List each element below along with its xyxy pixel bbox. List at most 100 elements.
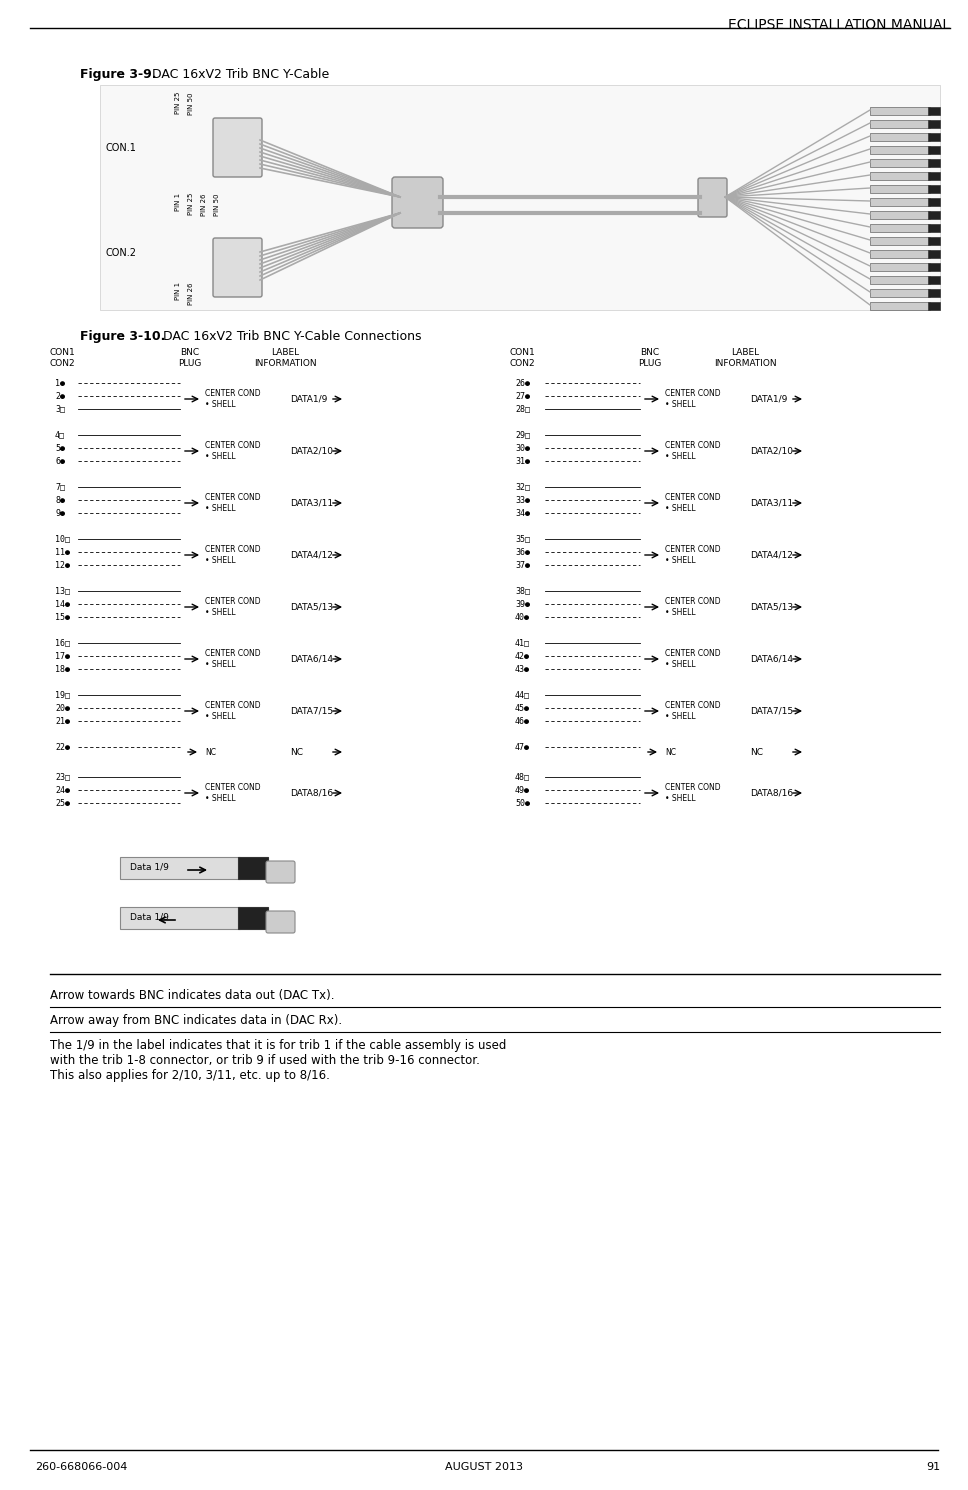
Bar <box>928 185 940 194</box>
Text: CENTER COND
• SHELL: CENTER COND • SHELL <box>665 389 720 408</box>
Text: 49●: 49● <box>515 785 530 794</box>
Text: Figure 3-9.: Figure 3-9. <box>80 69 157 80</box>
Text: 1●: 1● <box>55 378 65 387</box>
Text: 7□: 7□ <box>55 483 65 492</box>
Text: 45●: 45● <box>515 703 530 712</box>
FancyBboxPatch shape <box>698 177 727 218</box>
Text: CENTER COND
• SHELL: CENTER COND • SHELL <box>665 597 720 617</box>
Text: NC: NC <box>290 748 303 757</box>
Text: 41□: 41□ <box>515 639 530 648</box>
Text: PIN 50: PIN 50 <box>214 194 220 216</box>
Text: 30●: 30● <box>515 444 530 453</box>
Bar <box>870 237 930 244</box>
Text: CENTER COND
• SHELL: CENTER COND • SHELL <box>205 650 260 669</box>
FancyBboxPatch shape <box>392 177 443 228</box>
Text: 17●: 17● <box>55 651 70 660</box>
Text: LABEL
INFORMATION: LABEL INFORMATION <box>254 349 317 368</box>
Text: CENTER COND
• SHELL: CENTER COND • SHELL <box>665 441 720 460</box>
Bar <box>928 198 940 206</box>
Text: CENTER COND
• SHELL: CENTER COND • SHELL <box>205 597 260 617</box>
Text: 36●: 36● <box>515 547 530 556</box>
Bar <box>928 276 940 285</box>
Text: 32□: 32□ <box>515 483 530 492</box>
Bar <box>870 276 930 285</box>
Text: ECLIPSE INSTALLATION MANUAL: ECLIPSE INSTALLATION MANUAL <box>728 18 950 31</box>
Bar <box>928 212 940 219</box>
Text: DATA1/9: DATA1/9 <box>750 395 787 404</box>
Text: 9●: 9● <box>55 508 65 517</box>
Text: CENTER COND
• SHELL: CENTER COND • SHELL <box>205 702 260 721</box>
Text: DAC 16xV2 Trib BNC Y-Cable Connections: DAC 16xV2 Trib BNC Y-Cable Connections <box>159 329 421 343</box>
Bar <box>928 107 940 115</box>
Text: BNC
PLUG: BNC PLUG <box>178 349 201 368</box>
Bar <box>120 907 240 928</box>
Text: 27●: 27● <box>515 392 530 401</box>
Text: 37●: 37● <box>515 560 530 569</box>
Text: 2●: 2● <box>55 392 65 401</box>
Text: CON1
CON2: CON1 CON2 <box>50 349 76 368</box>
Text: Arrow towards BNC indicates data out (DAC Tx).: Arrow towards BNC indicates data out (DA… <box>50 989 335 1001</box>
Text: 28□: 28□ <box>515 404 530 414</box>
Text: DATA2/10: DATA2/10 <box>290 447 333 456</box>
Bar <box>238 857 268 879</box>
Text: CENTER COND
• SHELL: CENTER COND • SHELL <box>205 493 260 513</box>
Text: CENTER COND
• SHELL: CENTER COND • SHELL <box>205 545 260 565</box>
Text: 47●: 47● <box>515 742 530 751</box>
Text: 5●: 5● <box>55 444 65 453</box>
Text: 8●: 8● <box>55 496 65 505</box>
Text: PIN 50: PIN 50 <box>188 92 194 115</box>
Text: CENTER COND
• SHELL: CENTER COND • SHELL <box>665 545 720 565</box>
Text: 48□: 48□ <box>515 772 530 781</box>
Text: DATA3/11: DATA3/11 <box>750 499 793 508</box>
Text: 43●: 43● <box>515 665 530 673</box>
Text: 260-668066-004: 260-668066-004 <box>35 1462 128 1472</box>
Text: DATA2/10: DATA2/10 <box>750 447 793 456</box>
Text: CENTER COND
• SHELL: CENTER COND • SHELL <box>665 493 720 513</box>
Text: 13□: 13□ <box>55 587 70 596</box>
Text: BNC
PLUG: BNC PLUG <box>638 349 662 368</box>
Bar <box>870 224 930 232</box>
Text: 20●: 20● <box>55 703 70 712</box>
Text: Figure 3-10.: Figure 3-10. <box>80 329 166 343</box>
Text: NC: NC <box>205 748 216 757</box>
Text: 46●: 46● <box>515 717 530 726</box>
Text: LABEL
INFORMATION: LABEL INFORMATION <box>713 349 776 368</box>
Text: PIN 26: PIN 26 <box>201 194 207 216</box>
Text: 10□: 10□ <box>55 535 70 544</box>
Bar <box>120 857 240 879</box>
Bar <box>928 250 940 258</box>
Bar <box>870 171 930 180</box>
FancyBboxPatch shape <box>266 861 295 884</box>
Text: 11●: 11● <box>55 547 70 556</box>
Text: 23□: 23□ <box>55 772 70 781</box>
Text: AUGUST 2013: AUGUST 2013 <box>445 1462 523 1472</box>
Text: 34●: 34● <box>515 508 530 517</box>
Text: CENTER COND
• SHELL: CENTER COND • SHELL <box>205 389 260 408</box>
Text: 25●: 25● <box>55 799 70 808</box>
Text: 91: 91 <box>925 1462 940 1472</box>
Text: 16□: 16□ <box>55 639 70 648</box>
Bar <box>870 107 930 115</box>
Text: 33●: 33● <box>515 496 530 505</box>
Text: NC: NC <box>750 748 763 757</box>
Bar <box>928 302 940 310</box>
Bar <box>870 198 930 206</box>
Bar <box>928 171 940 180</box>
Text: 21●: 21● <box>55 717 70 726</box>
Bar <box>928 146 940 153</box>
Text: CON.1: CON.1 <box>105 143 136 153</box>
Text: PIN 25: PIN 25 <box>188 194 194 216</box>
Bar <box>870 121 930 128</box>
Text: 12●: 12● <box>55 560 70 569</box>
Bar <box>928 133 940 142</box>
Text: CENTER COND
• SHELL: CENTER COND • SHELL <box>205 784 260 803</box>
Text: CENTER COND
• SHELL: CENTER COND • SHELL <box>665 784 720 803</box>
Bar <box>238 907 268 928</box>
Text: 18●: 18● <box>55 665 70 673</box>
Text: PIN 1: PIN 1 <box>175 282 181 299</box>
FancyBboxPatch shape <box>213 238 262 297</box>
Bar <box>928 289 940 297</box>
Bar <box>870 264 930 271</box>
Text: PIN 1: PIN 1 <box>175 194 181 212</box>
Text: CENTER COND
• SHELL: CENTER COND • SHELL <box>665 650 720 669</box>
